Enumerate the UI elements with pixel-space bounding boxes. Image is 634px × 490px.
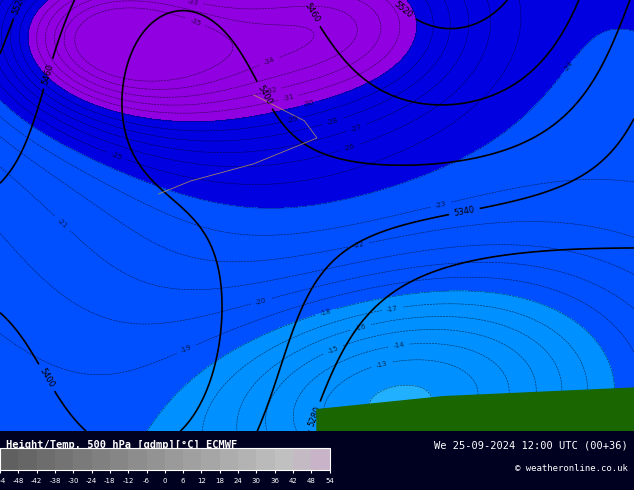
Text: Height/Temp. 500 hPa [gdmp][°C] ECMWF: Height/Temp. 500 hPa [gdmp][°C] ECMWF bbox=[6, 440, 238, 450]
Text: -22: -22 bbox=[353, 241, 365, 249]
Text: -27: -27 bbox=[350, 123, 363, 133]
Text: 5400: 5400 bbox=[256, 84, 273, 107]
Text: 5460: 5460 bbox=[41, 62, 55, 85]
Text: 5460: 5460 bbox=[302, 1, 321, 24]
Text: 5520: 5520 bbox=[11, 0, 27, 16]
Text: 5280: 5280 bbox=[307, 405, 323, 427]
Text: -12: -12 bbox=[409, 412, 422, 422]
Text: -13: -13 bbox=[375, 360, 388, 368]
Text: 5340: 5340 bbox=[453, 205, 476, 218]
Text: -16: -16 bbox=[354, 323, 367, 332]
Text: -17: -17 bbox=[386, 305, 398, 313]
Text: -25: -25 bbox=[110, 151, 122, 161]
Polygon shape bbox=[317, 388, 634, 431]
Text: 5520: 5520 bbox=[392, 0, 414, 20]
Text: -28: -28 bbox=[326, 117, 339, 126]
Text: -24: -24 bbox=[562, 60, 574, 73]
Text: -31: -31 bbox=[282, 94, 295, 102]
Text: -19: -19 bbox=[180, 344, 193, 354]
Text: -20: -20 bbox=[255, 297, 268, 306]
Text: -23: -23 bbox=[435, 200, 447, 209]
Text: © weatheronline.co.uk: © weatheronline.co.uk bbox=[515, 464, 628, 472]
Text: -18: -18 bbox=[319, 308, 332, 317]
Text: -26: -26 bbox=[344, 143, 356, 152]
Text: -30: -30 bbox=[302, 99, 315, 108]
Text: 5400: 5400 bbox=[37, 367, 56, 389]
Text: -33: -33 bbox=[187, 0, 199, 6]
Text: -35: -35 bbox=[189, 17, 202, 26]
Polygon shape bbox=[539, 397, 634, 431]
Text: -15: -15 bbox=[327, 344, 339, 355]
Text: We 25-09-2024 12:00 UTC (00+36): We 25-09-2024 12:00 UTC (00+36) bbox=[434, 440, 628, 450]
Text: -14: -14 bbox=[392, 342, 404, 349]
Text: -34: -34 bbox=[263, 57, 276, 66]
Text: -29: -29 bbox=[287, 115, 299, 124]
Text: -21: -21 bbox=[56, 217, 68, 229]
Text: -32: -32 bbox=[265, 86, 278, 95]
